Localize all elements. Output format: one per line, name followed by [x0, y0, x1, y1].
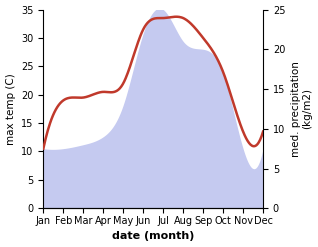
- Y-axis label: med. precipitation
(kg/m2): med. precipitation (kg/m2): [291, 61, 313, 157]
- Y-axis label: max temp (C): max temp (C): [5, 73, 16, 145]
- X-axis label: date (month): date (month): [112, 231, 194, 242]
